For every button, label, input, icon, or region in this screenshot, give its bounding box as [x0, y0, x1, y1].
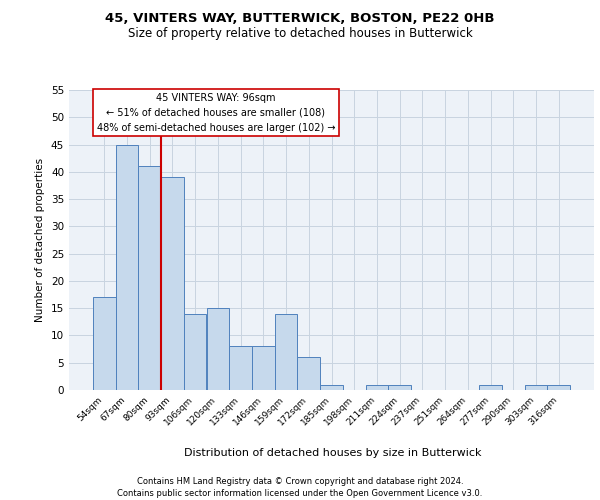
- Bar: [206, 308, 229, 390]
- Y-axis label: Number of detached properties: Number of detached properties: [35, 158, 46, 322]
- Bar: [524, 384, 547, 390]
- Bar: [298, 358, 320, 390]
- Bar: [116, 144, 139, 390]
- Text: 45, VINTERS WAY, BUTTERWICK, BOSTON, PE22 0HB: 45, VINTERS WAY, BUTTERWICK, BOSTON, PE2…: [105, 12, 495, 26]
- Text: Contains HM Land Registry data © Crown copyright and database right 2024.: Contains HM Land Registry data © Crown c…: [137, 478, 463, 486]
- Text: 45 VINTERS WAY: 96sqm
← 51% of detached houses are smaller (108)
48% of semi-det: 45 VINTERS WAY: 96sqm ← 51% of detached …: [97, 93, 335, 132]
- Bar: [139, 166, 161, 390]
- Bar: [252, 346, 275, 390]
- Bar: [275, 314, 298, 390]
- Bar: [547, 384, 570, 390]
- Bar: [229, 346, 252, 390]
- Text: Contains public sector information licensed under the Open Government Licence v3: Contains public sector information licen…: [118, 489, 482, 498]
- Bar: [184, 314, 206, 390]
- Text: Size of property relative to detached houses in Butterwick: Size of property relative to detached ho…: [128, 28, 472, 40]
- Bar: [388, 384, 411, 390]
- Bar: [320, 384, 343, 390]
- Bar: [479, 384, 502, 390]
- Bar: [161, 178, 184, 390]
- Bar: [365, 384, 388, 390]
- Bar: [93, 298, 116, 390]
- Text: Distribution of detached houses by size in Butterwick: Distribution of detached houses by size …: [184, 448, 482, 458]
